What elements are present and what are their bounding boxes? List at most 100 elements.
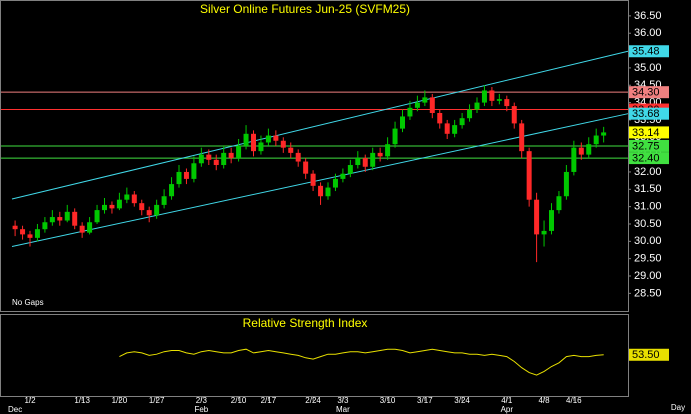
candle-body [318, 185, 324, 197]
candle-body [221, 152, 227, 166]
y-tick-label: 30.00 [634, 235, 662, 247]
candle-body [481, 90, 487, 103]
month-label: Feb [194, 405, 208, 414]
candle-body [303, 161, 309, 174]
x-tick-label: 1/13 [74, 396, 90, 405]
rsi-label-box [629, 348, 669, 361]
channel-line [11, 113, 629, 248]
y-tick-label: 29.00 [634, 270, 662, 282]
candle-body [206, 154, 212, 160]
price-label: 33.14 [632, 127, 660, 139]
candle-body [444, 123, 450, 134]
rsi-line [119, 348, 604, 376]
y-tick-label: 36.00 [634, 27, 662, 39]
candle-body [556, 196, 562, 211]
candle-body [392, 128, 398, 145]
y-tick-label: 31.00 [634, 201, 662, 213]
candle-body [385, 144, 391, 157]
candle-body [437, 112, 443, 124]
candle-body [288, 147, 294, 153]
candle-body [116, 199, 122, 209]
candle-body [102, 204, 107, 211]
candle-body [295, 152, 301, 162]
candle-body [340, 173, 346, 179]
candle-body [265, 135, 271, 143]
price-label-box [629, 152, 669, 165]
price-label: 35.48 [632, 46, 660, 58]
price-label: 32.75 [632, 140, 660, 152]
candle-body [355, 158, 361, 166]
x-tick-label: 4/16 [566, 396, 582, 405]
candle-body [429, 97, 435, 113]
candle-body [57, 217, 63, 221]
y-tick-label: 31.50 [634, 183, 662, 195]
candle-body [251, 133, 256, 152]
x-tick-label: 2/24 [305, 396, 321, 405]
candle-body [79, 225, 85, 233]
note: No Gaps [12, 298, 44, 307]
rsi-label: 53.50 [632, 349, 660, 361]
candle-body [161, 196, 167, 205]
month-label: Apr [501, 405, 514, 414]
x-tick-label: 4/1 [501, 396, 513, 405]
candle-body [49, 217, 55, 223]
price-label: 32.40 [632, 152, 660, 164]
candle-body [236, 145, 242, 159]
candle-body [593, 135, 599, 145]
candle-body [12, 225, 18, 230]
candle-body [64, 211, 70, 221]
candle-body [563, 171, 569, 197]
x-tick-label: 1/20 [112, 396, 128, 405]
candle-body [139, 203, 145, 211]
candle-body [541, 230, 547, 235]
channel-line [11, 50, 629, 200]
price-label-box [629, 86, 669, 99]
candle-body [124, 194, 130, 200]
candle-body [452, 125, 458, 134]
candle-body [467, 109, 473, 119]
candle-body [169, 184, 175, 197]
candle-body [258, 142, 264, 152]
price-label-box [629, 139, 669, 152]
candle-body [578, 147, 584, 155]
price-label-box [629, 126, 669, 139]
chart-title: Silver Online Futures Jun-25 (SVFM25) [200, 2, 410, 16]
candle-body [370, 152, 376, 167]
x-tick-label: 3/10 [380, 396, 396, 405]
candle-body [407, 107, 413, 117]
price-label-box [629, 107, 669, 120]
candle-body [325, 187, 331, 197]
candle-body [586, 144, 592, 155]
candle-body [534, 199, 540, 235]
price-panel [0, 0, 629, 312]
candle-body [332, 178, 338, 188]
candle-body [422, 97, 428, 103]
candle-body [549, 210, 554, 231]
candle-body [489, 90, 495, 101]
candle-body [94, 210, 100, 223]
price-label-box [629, 45, 669, 58]
candle-body [511, 106, 517, 124]
x-tick-label: 1/2 [24, 396, 36, 405]
candle-body [109, 204, 115, 209]
candle-body [526, 151, 532, 200]
x-axis-label: Day [671, 403, 685, 412]
y-tick-label: 32.00 [634, 166, 662, 178]
candle-body [27, 234, 33, 238]
rsi-panel [0, 314, 629, 397]
candle-body [310, 173, 316, 186]
y-tick-label: 30.50 [634, 218, 662, 230]
candle-body [213, 159, 219, 166]
candle-body [191, 163, 197, 179]
candle-body [362, 158, 368, 167]
candle-body [72, 211, 78, 226]
candle-body [273, 135, 279, 141]
candle-body [459, 118, 465, 126]
candle-body [377, 152, 383, 157]
candle-body [20, 229, 26, 235]
candle-body [42, 222, 48, 230]
x-tick-label: 2/10 [231, 396, 247, 405]
candle-body [243, 133, 249, 146]
